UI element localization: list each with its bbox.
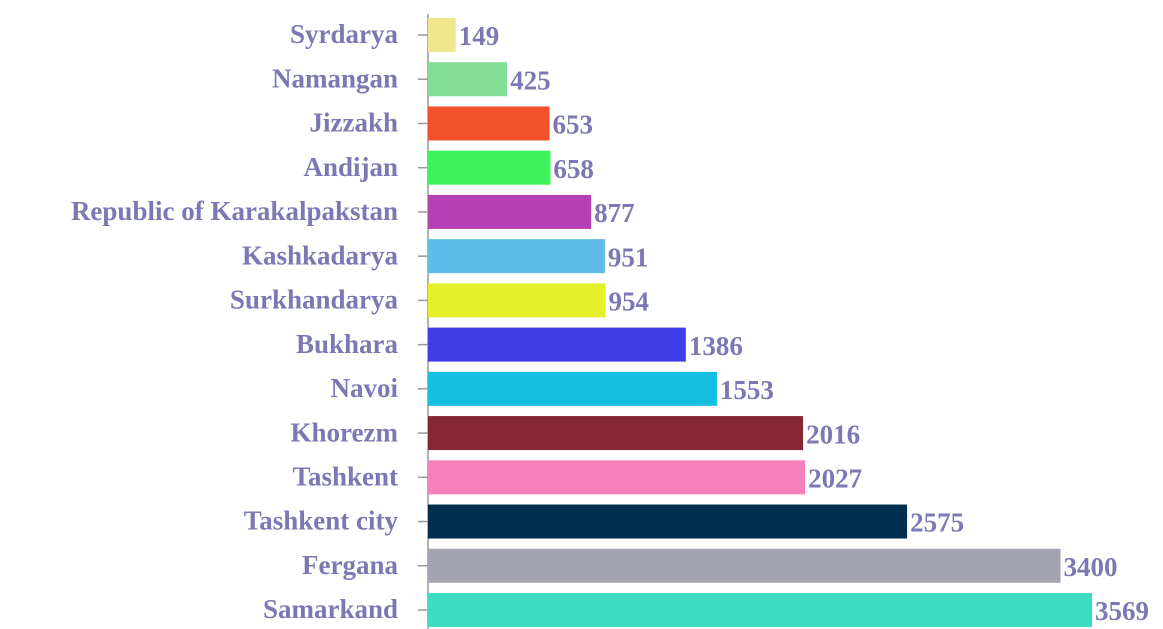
value-label: 2027	[808, 464, 862, 494]
value-label: 653	[552, 110, 593, 140]
y-tick-label: Jizzakh	[309, 108, 398, 138]
y-tick-label: Tashkent	[292, 462, 398, 492]
y-tick-label: Tashkent city	[244, 506, 399, 536]
bar	[428, 239, 605, 274]
y-tick-label: Syrdarya	[290, 19, 399, 49]
y-tick-label: Bukhara	[296, 329, 399, 359]
value-label: 2575	[910, 508, 964, 538]
value-label: 149	[459, 21, 500, 51]
bar	[428, 62, 508, 97]
y-tick-label: Samarkand	[263, 594, 398, 624]
bar	[428, 504, 908, 539]
bar	[428, 416, 804, 451]
bar	[428, 150, 551, 185]
y-tick-label: Namangan	[272, 63, 398, 93]
bar	[428, 460, 806, 495]
y-tick-label: Khorezm	[291, 417, 399, 447]
y-tick-label: Kashkadarya	[242, 240, 399, 270]
bar	[428, 548, 1061, 583]
bar	[428, 106, 550, 141]
value-label: 425	[510, 65, 551, 95]
bar	[428, 194, 592, 229]
y-tick-label: Surkhandarya	[230, 285, 399, 315]
value-label: 3400	[1064, 552, 1118, 582]
value-label: 1553	[720, 375, 774, 405]
y-tick-label: Republic of Karakalpakstan	[71, 196, 398, 226]
bar	[428, 18, 456, 52]
value-label: 1386	[689, 331, 743, 361]
value-label: 877	[594, 198, 635, 228]
y-tick-label: Navoi	[331, 373, 399, 403]
bar	[428, 283, 606, 318]
value-label: 3569	[1095, 596, 1149, 626]
value-label: 658	[553, 154, 594, 184]
bar	[428, 371, 717, 406]
value-label: 954	[608, 287, 649, 317]
value-label: 951	[608, 242, 649, 272]
bar	[428, 592, 1092, 627]
value-label: 2016	[806, 419, 860, 449]
y-tick-label: Andijan	[303, 152, 398, 182]
y-tick-label: Fergana	[302, 550, 398, 580]
bar	[428, 327, 686, 362]
